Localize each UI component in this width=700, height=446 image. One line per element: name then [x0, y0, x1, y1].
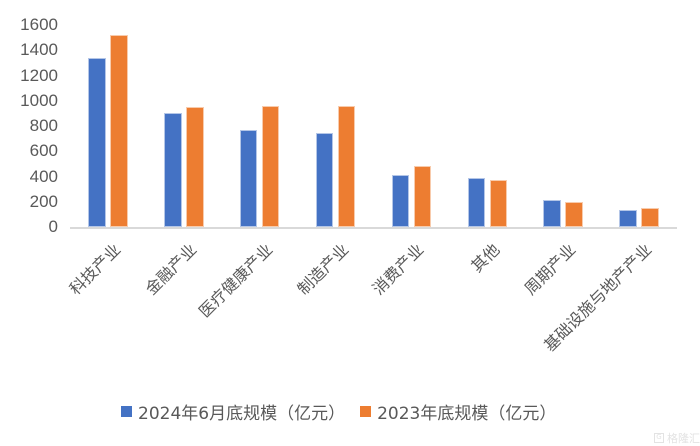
bar-2023 — [337, 105, 356, 227]
bar-2024h1 — [315, 132, 334, 227]
y-tick-label: 1400 — [20, 40, 58, 60]
bar-2024h1 — [239, 129, 258, 227]
bar-2023 — [565, 202, 583, 227]
legend-item-2023: 2023年底规模（亿元） — [360, 399, 556, 424]
x-tick-label: 科技产业 — [65, 239, 125, 299]
bar-2023 — [641, 208, 659, 227]
y-tick-label: 0 — [48, 217, 58, 236]
x-tick-label: 周期产业 — [520, 239, 580, 299]
y-tick-label: 1000 — [20, 90, 58, 110]
x-tick-label: 制造产业 — [293, 239, 352, 299]
legend-item-2024: 2024年6月底规模（亿元） — [121, 399, 345, 424]
bar-2023 — [489, 179, 508, 227]
bar-2023 — [413, 166, 432, 227]
watermark-text: 格隆汇 — [667, 432, 700, 445]
x-tick-label: 医疗健康产业 — [194, 239, 277, 322]
bar-2023 — [110, 35, 128, 227]
x-axis-line — [70, 227, 677, 229]
bar-2024h1 — [619, 209, 637, 227]
bar-2024h1 — [391, 175, 410, 227]
y-tick-label: 200 — [29, 191, 58, 211]
bar-2024h1 — [467, 177, 486, 227]
y-tick-label: 800 — [29, 116, 58, 135]
y-tick-label: 600 — [29, 141, 58, 161]
watermark: G 格隆汇 — [654, 430, 700, 446]
bar-2023 — [261, 105, 280, 227]
watermark-logo-icon: G — [654, 433, 664, 443]
bar-2024h1 — [543, 200, 561, 227]
legend-label: 2023年底规模（亿元） — [377, 403, 557, 424]
x-tick-label: 其他 — [467, 239, 504, 277]
y-tick-label: 400 — [29, 166, 58, 186]
x-tick-label: 消费产业 — [369, 239, 428, 299]
legend-swatch-blue — [121, 405, 132, 417]
y-tick-label: 1600 — [20, 15, 58, 34]
x-tick-label: 金融产业 — [141, 239, 201, 299]
bar-2023 — [186, 107, 204, 227]
bar-2024h1 — [164, 113, 182, 227]
legend: 2024年6月底规模（亿元） 2023年底规模（亿元） — [121, 399, 571, 424]
y-tick-label: 1200 — [20, 65, 58, 85]
legend-label: 2024年6月底规模（亿元） — [138, 403, 346, 424]
bar-2024h1 — [88, 58, 106, 227]
legend-swatch-orange — [360, 405, 372, 417]
